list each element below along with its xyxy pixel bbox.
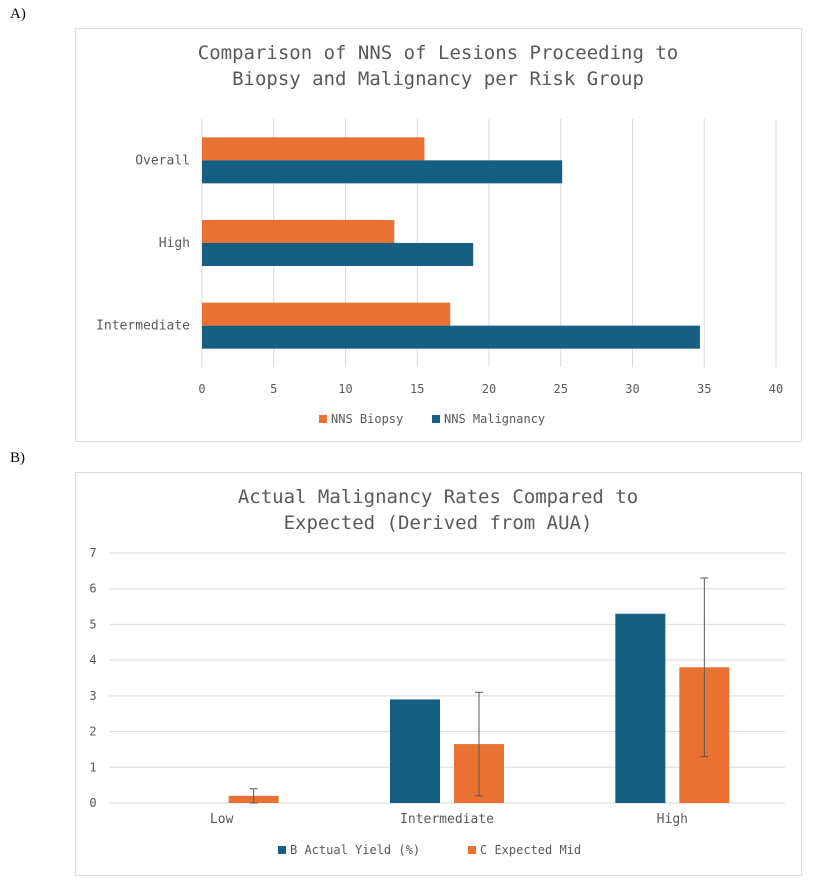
chart-a-x-tick-10: 10	[338, 382, 352, 396]
chart-b-y-tick-4: 4	[89, 653, 96, 667]
chart-b: Actual Malignancy Rates Compared to Expec…	[89, 486, 785, 857]
chart-b-legend-swatch-c-expected-mid	[468, 846, 476, 854]
chart-a-category-overall: Overall	[135, 153, 190, 168]
chart-a: Comparison of NNS of Lesions Proceeding …	[96, 42, 783, 426]
chart-a-legend-swatch-nns-malignancy	[432, 415, 440, 423]
chart-a-title-line-2: Biopsy and Malignancy per Risk Group	[232, 68, 644, 90]
chart-a-bar-nns-malignancy-high	[202, 243, 474, 266]
chart-a-category-intermediate: Intermediate	[96, 319, 190, 334]
chart-a-title-line-1: Comparison of NNS of Lesions Proceeding …	[198, 42, 678, 64]
chart-a-category-high: High	[159, 236, 190, 251]
chart-a-bar-nns-malignancy-overall	[202, 160, 563, 184]
chart-b-legend-swatch-b-actual-yield	[278, 846, 286, 854]
chart-a-x-tick-20: 20	[482, 382, 496, 396]
chart-b-y-tick-3: 3	[89, 689, 96, 703]
chart-b-category-high: High	[657, 812, 688, 827]
chart-b-title-line-1: Actual Malignancy Rates Compared to	[238, 486, 638, 508]
chart-b-frame: Actual Malignancy Rates Compared to Expec…	[75, 472, 802, 876]
chart-b-y-tick-6: 6	[89, 582, 96, 596]
panel-label-a: A)	[10, 6, 26, 22]
chart-b-category-low: Low	[210, 812, 234, 827]
chart-b-title-line-2: Expected (Derived from AUA)	[284, 512, 593, 534]
chart-b-bar-b-actual-yield-intermediate	[390, 699, 440, 803]
chart-b-category-intermediate: Intermediate	[400, 812, 494, 827]
chart-a-frame: Comparison of NNS of Lesions Proceeding …	[75, 28, 802, 442]
chart-a-x-tick-0: 0	[198, 382, 205, 396]
chart-a-x-tick-15: 15	[410, 382, 424, 396]
chart-b-bar-b-actual-yield-high	[615, 613, 666, 803]
chart-a-x-tick-40: 40	[769, 382, 783, 396]
chart-b-y-tick-5: 5	[89, 617, 96, 631]
chart-b-y-tick-2: 2	[89, 725, 96, 739]
chart-a-x-tick-25: 25	[554, 382, 568, 396]
chart-b-legend-label-c-expected-mid: C Expected Mid	[480, 843, 581, 857]
panel-label-b: B)	[10, 450, 25, 466]
chart-b-legend-label-b-actual-yield: B Actual Yield (%)	[290, 843, 420, 857]
chart-a-legend-swatch-nns-biopsy	[319, 415, 327, 423]
chart-a-x-tick-5: 5	[270, 382, 277, 396]
chart-b-y-tick-1: 1	[89, 760, 96, 774]
chart-a-legend-label-nns-malignancy: NNS Malignancy	[444, 412, 545, 426]
chart-a-legend-label-nns-biopsy: NNS Biopsy	[331, 412, 403, 426]
chart-a-x-tick-30: 30	[625, 382, 639, 396]
chart-b-y-tick-0: 0	[89, 796, 96, 810]
chart-a-bar-nns-biopsy-overall	[202, 137, 425, 161]
chart-a-bar-nns-biopsy-high	[202, 220, 395, 243]
chart-b-y-tick-7: 7	[89, 546, 96, 560]
chart-a-bar-nns-biopsy-intermediate	[202, 302, 451, 326]
chart-a-x-tick-35: 35	[697, 382, 711, 396]
chart-a-bar-nns-malignancy-intermediate	[202, 325, 700, 349]
